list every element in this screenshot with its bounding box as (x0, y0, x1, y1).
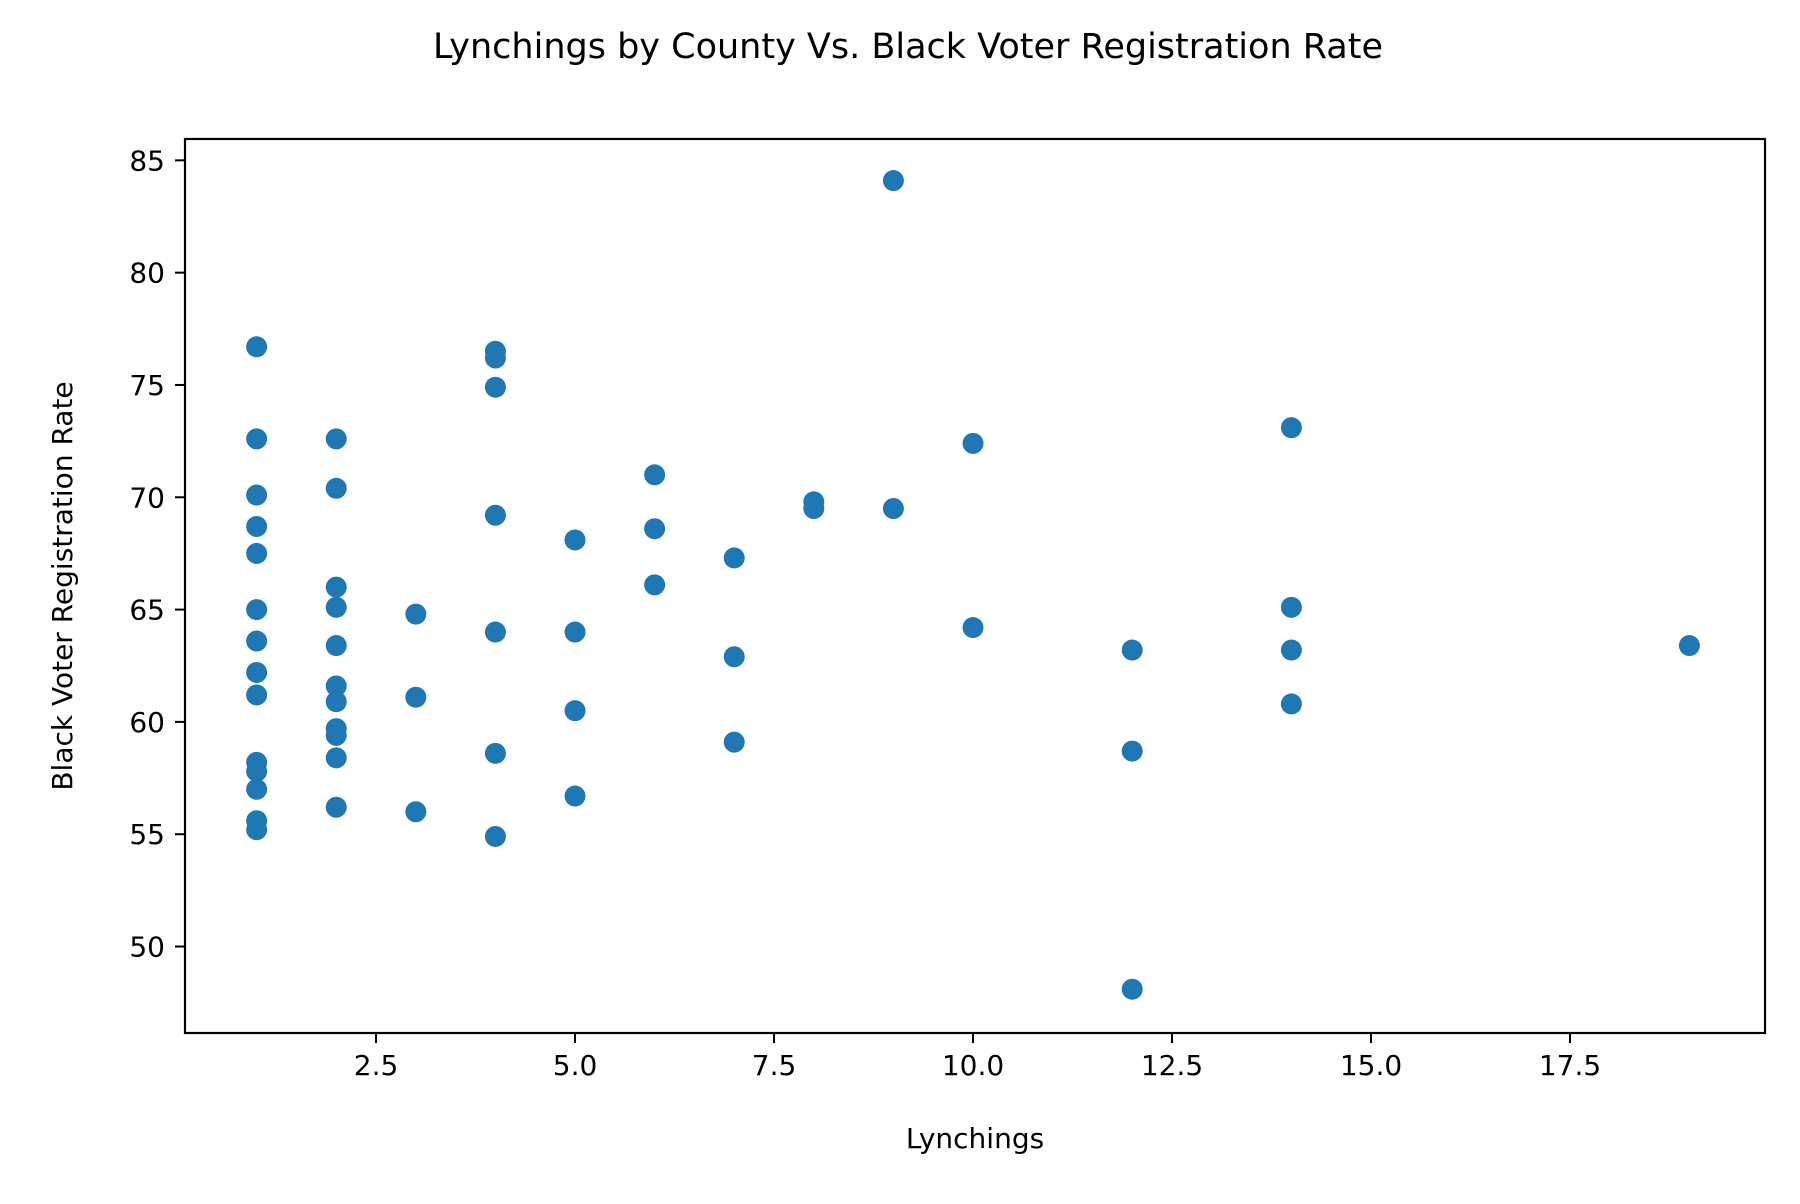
y-tick-label: 75 (129, 369, 165, 402)
scatter-point (484, 347, 506, 369)
scatter-point (246, 542, 268, 564)
scatter-point (962, 617, 984, 639)
scatter-point (882, 498, 904, 520)
x-tick-label: 10.0 (942, 1049, 1004, 1082)
scatter-point (564, 785, 586, 807)
scatter-point (564, 621, 586, 643)
scatter-point (246, 819, 268, 841)
scatter-point (405, 603, 427, 625)
y-tick-label: 70 (129, 481, 165, 514)
scatter-point (246, 661, 268, 683)
scatter-point (962, 432, 984, 454)
plot-frame (183, 137, 1767, 1035)
scatter-point (405, 801, 427, 823)
x-axis-label: Lynchings (906, 1122, 1044, 1155)
scatter-point (1280, 417, 1302, 439)
scatter-point (484, 376, 506, 398)
scatter-point (246, 599, 268, 621)
scatter-point (1280, 596, 1302, 618)
scatter-point (803, 498, 825, 520)
scatter-point (484, 825, 506, 847)
x-tick-label: 17.5 (1539, 1049, 1601, 1082)
x-tick-label: 15.0 (1340, 1049, 1402, 1082)
scatter-point (1280, 639, 1302, 661)
scatter-point (325, 477, 347, 499)
y-axis-ticks: 50 55 60 65 70 75 80 85 (129, 144, 185, 964)
scatter-point (246, 778, 268, 800)
scatter-point (1280, 693, 1302, 715)
scatter-point (564, 529, 586, 551)
scatter-point (246, 336, 268, 358)
scatter-point (1121, 740, 1143, 762)
y-axis-label: Black Voter Registration Rate (46, 381, 79, 790)
scatter-point (246, 428, 268, 450)
scatter-point (246, 630, 268, 652)
scatter-point (246, 484, 268, 506)
scatter-point (325, 796, 347, 818)
scatter-point (325, 576, 347, 598)
scatter-point (405, 686, 427, 708)
y-tick-label: 80 (129, 257, 165, 290)
y-tick-label: 60 (129, 706, 165, 739)
scatter-point (484, 504, 506, 526)
scatter-point (723, 646, 745, 668)
scatter-point (325, 428, 347, 450)
scatter-point (644, 574, 666, 596)
scatter-point (882, 170, 904, 192)
x-tick-label: 7.5 (752, 1049, 797, 1082)
scatter-point (723, 547, 745, 569)
scatter-point (325, 747, 347, 769)
x-tick-label: 12.5 (1141, 1049, 1203, 1082)
y-tick-label: 50 (129, 931, 165, 964)
scatter-points (246, 170, 1700, 1000)
scatter-point (325, 691, 347, 713)
scatter-point (564, 700, 586, 722)
y-tick-label: 55 (129, 818, 165, 851)
scatter-point (1121, 639, 1143, 661)
x-tick-label: 2.5 (354, 1049, 399, 1082)
scatter-point (484, 742, 506, 764)
x-tick-label: 5.0 (553, 1049, 598, 1082)
scatter-point (644, 464, 666, 486)
scatter-point (325, 635, 347, 657)
scatter-point (325, 675, 347, 697)
scatter-point (484, 621, 506, 643)
x-axis-ticks: 2.5 5.0 7.5 10.0 12.5 15.0 17.5 (354, 1033, 1601, 1082)
scatter-point (246, 515, 268, 537)
scatter-point (246, 760, 268, 782)
chart-title: Lynchings by County Vs. Black Voter Regi… (433, 27, 1383, 67)
scatter-point (1121, 978, 1143, 1000)
scatter-point (325, 724, 347, 746)
y-tick-label: 85 (129, 144, 165, 177)
scatter-point (723, 731, 745, 753)
scatter-point (1678, 635, 1700, 657)
scatter-point (325, 596, 347, 618)
y-tick-label: 65 (129, 594, 165, 627)
plot-area: 2.5 5.0 7.5 10.0 12.5 15.0 17.5 50 55 60 65 70 75 80… (129, 137, 1767, 1082)
scatter-point (246, 684, 268, 706)
scatter-point (644, 518, 666, 540)
